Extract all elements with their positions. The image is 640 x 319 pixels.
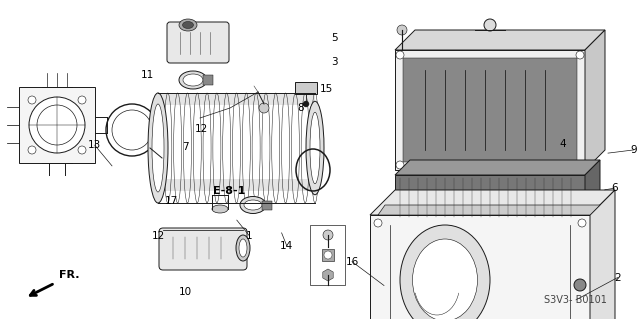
FancyBboxPatch shape: [167, 22, 229, 63]
Polygon shape: [370, 215, 590, 319]
Circle shape: [574, 279, 586, 291]
Bar: [19, 87, 95, 163]
Circle shape: [28, 96, 36, 104]
Polygon shape: [395, 50, 585, 170]
Bar: [310, 225, 345, 285]
Ellipse shape: [179, 19, 197, 31]
Polygon shape: [395, 30, 605, 50]
Text: FR.: FR.: [59, 270, 79, 280]
Circle shape: [576, 51, 584, 59]
Circle shape: [484, 19, 496, 31]
Circle shape: [396, 51, 404, 59]
Text: 6: 6: [611, 183, 618, 193]
Ellipse shape: [244, 200, 262, 210]
Circle shape: [29, 97, 85, 153]
Text: 4: 4: [560, 138, 566, 149]
Circle shape: [78, 146, 86, 154]
Text: S3V3- B0101: S3V3- B0101: [543, 295, 607, 305]
Text: 12: 12: [152, 231, 165, 241]
Text: 13: 13: [88, 140, 101, 150]
Text: 15: 15: [320, 84, 333, 94]
Text: 5: 5: [331, 33, 337, 43]
Ellipse shape: [236, 235, 250, 261]
Bar: [403, 58, 577, 162]
Ellipse shape: [239, 239, 247, 257]
Text: 8: 8: [298, 103, 304, 114]
Polygon shape: [378, 205, 600, 215]
Ellipse shape: [413, 239, 477, 319]
FancyBboxPatch shape: [159, 228, 247, 270]
Text: 9: 9: [630, 145, 637, 155]
Circle shape: [397, 25, 407, 35]
Ellipse shape: [212, 205, 228, 213]
Text: 12: 12: [195, 124, 208, 134]
Polygon shape: [590, 190, 615, 319]
Bar: [158, 93, 315, 105]
Bar: [295, 82, 317, 94]
Circle shape: [323, 230, 333, 240]
Polygon shape: [370, 190, 615, 215]
Text: 11: 11: [141, 70, 154, 80]
Polygon shape: [585, 160, 600, 220]
Text: 10: 10: [179, 287, 192, 297]
Text: 1: 1: [246, 231, 253, 241]
Ellipse shape: [240, 197, 266, 213]
Bar: [262, 201, 272, 210]
Circle shape: [303, 101, 309, 107]
Ellipse shape: [152, 104, 164, 192]
Ellipse shape: [400, 225, 490, 319]
Ellipse shape: [183, 74, 203, 86]
Circle shape: [576, 161, 584, 169]
Circle shape: [396, 161, 404, 169]
Text: 2: 2: [614, 272, 621, 283]
Circle shape: [578, 219, 586, 227]
Circle shape: [374, 219, 382, 227]
Text: 14: 14: [280, 241, 293, 251]
Text: 7: 7: [182, 142, 189, 152]
Circle shape: [78, 96, 86, 104]
Text: 3: 3: [331, 57, 337, 67]
Circle shape: [259, 103, 269, 113]
Polygon shape: [395, 160, 600, 175]
Ellipse shape: [179, 71, 207, 89]
Bar: [158, 179, 315, 191]
Text: 16: 16: [346, 256, 358, 267]
Bar: [203, 75, 213, 85]
Text: E-8-1: E-8-1: [213, 186, 245, 197]
Polygon shape: [585, 30, 605, 170]
Circle shape: [324, 251, 332, 259]
Text: 17: 17: [165, 196, 178, 206]
Ellipse shape: [306, 101, 324, 195]
Bar: [322, 249, 334, 261]
Ellipse shape: [182, 21, 193, 28]
Ellipse shape: [310, 112, 320, 184]
Ellipse shape: [148, 93, 168, 203]
Polygon shape: [395, 175, 585, 220]
Circle shape: [28, 146, 36, 154]
Circle shape: [158, 154, 166, 162]
